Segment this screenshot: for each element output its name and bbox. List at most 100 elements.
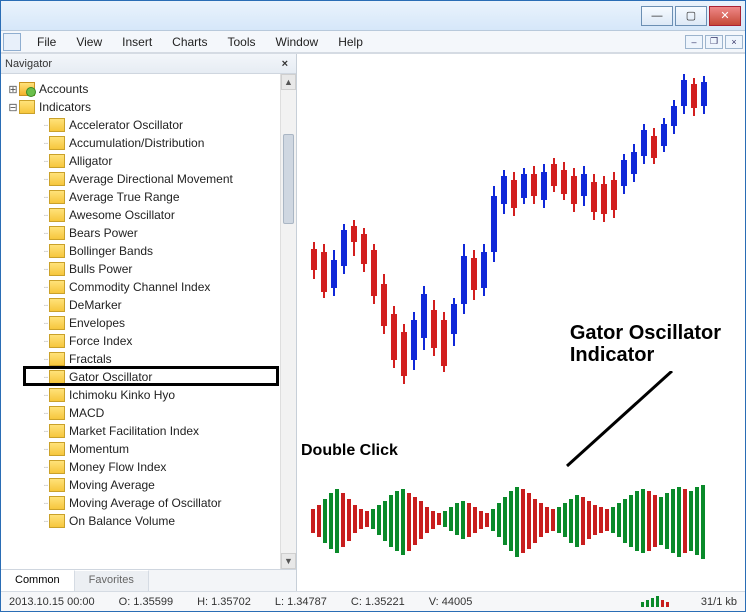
gator-bar [311,509,315,519]
tree-item-accounts[interactable]: Accounts [39,82,88,96]
menu-help[interactable]: Help [328,33,373,51]
menu-view[interactable]: View [66,33,112,51]
tree-item[interactable]: Force Index [69,334,132,348]
navigator-tabs: Common Favorites [1,569,296,591]
gator-bar [641,489,645,519]
gator-bar [371,519,375,529]
tree-item[interactable]: Market Facilitation Index [69,424,199,438]
collapse-icon[interactable]: ⊟ [7,101,19,114]
gator-bar [575,519,579,547]
menu-tools[interactable]: Tools [218,33,266,51]
tree-item[interactable]: On Balance Volume [69,514,175,528]
indicator-icon [49,298,65,312]
navigator-close-button[interactable]: × [278,58,292,70]
indicator-icon [49,424,65,438]
tree-item[interactable]: DeMarker [69,298,122,312]
gator-bar [515,519,519,557]
gator-bar [641,519,645,553]
gator-bar [497,503,501,519]
candle-bar [461,244,467,314]
chart-pane[interactable]: Double Click Gator Oscillator Indicator [297,54,745,591]
menubar: File View Insert Charts Tools Window Hel… [1,31,745,53]
tree-item-indicators[interactable]: Indicators [39,100,91,114]
gator-bar [365,511,369,519]
tree-item[interactable]: Fractals [69,352,112,366]
tree-item[interactable]: Accumulation/Distribution [69,136,204,150]
client-area: Navigator × ⊞Accounts⊟Indicators···Accel… [1,53,745,591]
gator-bar [371,509,375,519]
gator-bar [377,519,381,535]
navigator-scrollbar[interactable]: ▲ ▼ [280,74,296,569]
gator-bar [323,519,327,543]
menu-file[interactable]: File [27,33,66,51]
tree-item[interactable]: Momentum [69,442,129,456]
minimize-button[interactable]: — [641,6,673,26]
gator-bar [347,519,351,541]
tree-item[interactable]: Ichimoku Kinko Hyo [69,388,175,402]
gator-bar [317,519,321,537]
status-bar: 2013.10.15 00:00 O: 1.35599 H: 1.35702 L… [1,591,745,611]
gator-bar [341,493,345,519]
tree-item[interactable]: Awesome Oscillator [69,208,175,222]
scroll-up-button[interactable]: ▲ [281,74,296,90]
menu-insert[interactable]: Insert [112,33,162,51]
gator-bar [671,489,675,519]
gator-bar [491,519,495,531]
gator-bar [593,505,597,519]
scroll-down-button[interactable]: ▼ [281,553,296,569]
navigator-title: Navigator [5,58,52,70]
expand-icon[interactable]: ⊞ [7,83,19,96]
menu-window[interactable]: Window [266,33,329,51]
gator-bar [425,519,429,533]
gator-bar [695,519,699,555]
gator-bar [623,499,627,519]
gator-bar [617,519,621,537]
tree-item[interactable]: Average Directional Movement [69,172,233,186]
gator-bar [473,519,477,533]
annotation-gator-line1: Gator Oscillator [570,322,721,344]
indicator-icon [49,370,65,384]
gator-bar [587,501,591,519]
tree-item[interactable]: MACD [69,406,104,420]
mdi-restore-button[interactable]: ❐ [705,35,723,49]
gator-bar [431,511,435,519]
gator-bar [557,507,561,519]
maximize-button[interactable]: ▢ [675,6,707,26]
gator-bar [653,495,657,519]
indicator-icon [49,514,65,528]
gator-bar [539,519,543,537]
tree-item[interactable]: Money Flow Index [69,460,166,474]
mdi-close-button[interactable]: × [725,35,743,49]
tab-common[interactable]: Common [1,570,75,591]
candle-bar [351,220,357,256]
gator-bar [335,489,339,519]
tree-item[interactable]: Bears Power [69,226,138,240]
indicator-icon [49,226,65,240]
gator-bar [335,519,339,553]
gator-bar [653,519,657,547]
close-button[interactable]: ✕ [709,6,741,26]
mdi-minimize-button[interactable]: – [685,35,703,49]
tab-favorites[interactable]: Favorites [75,570,149,591]
tree-item[interactable]: Accelerator Oscillator [69,118,183,132]
candle-bar [381,274,387,334]
tree-item[interactable]: Bollinger Bands [69,244,153,258]
menu-charts[interactable]: Charts [162,33,217,51]
navigator-tree[interactable]: ⊞Accounts⊟Indicators···Accelerator Oscil… [1,74,280,569]
tree-item[interactable]: Average True Range [69,190,180,204]
scroll-thumb[interactable] [283,134,294,224]
gator-bar [509,519,513,551]
gator-bar [431,519,435,529]
gator-bar [551,509,555,519]
gator-bar [527,493,531,519]
tree-item[interactable]: Bulls Power [69,262,132,276]
tree-item[interactable]: Commodity Channel Index [69,280,210,294]
candle-bar [501,170,507,214]
tree-item[interactable]: Alligator [69,154,112,168]
tree-item[interactable]: Envelopes [69,316,125,330]
tree-item[interactable]: Moving Average [69,478,155,492]
tree-item[interactable]: Gator Oscillator [69,370,152,384]
indicator-icon [49,316,65,330]
gator-bar [401,489,405,519]
tree-item[interactable]: Moving Average of Oscillator [69,496,222,510]
